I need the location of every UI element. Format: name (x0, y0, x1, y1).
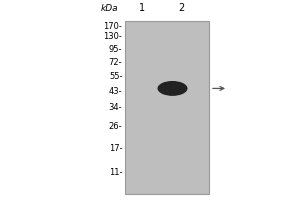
Text: 130-: 130- (103, 32, 122, 41)
Text: 34-: 34- (109, 103, 122, 112)
Text: 2: 2 (178, 3, 184, 13)
Text: 55-: 55- (109, 72, 122, 81)
Text: 17-: 17- (109, 144, 122, 153)
Text: 72-: 72- (109, 58, 122, 67)
Bar (124, 21, 208, 194)
Text: 11-: 11- (109, 168, 122, 177)
Text: 26-: 26- (109, 122, 122, 131)
Text: 95-: 95- (109, 45, 122, 54)
Text: 43-: 43- (109, 87, 122, 96)
Text: 170-: 170- (103, 22, 122, 31)
Ellipse shape (158, 81, 188, 96)
Text: kDa: kDa (101, 4, 119, 13)
Text: 1: 1 (140, 3, 146, 13)
